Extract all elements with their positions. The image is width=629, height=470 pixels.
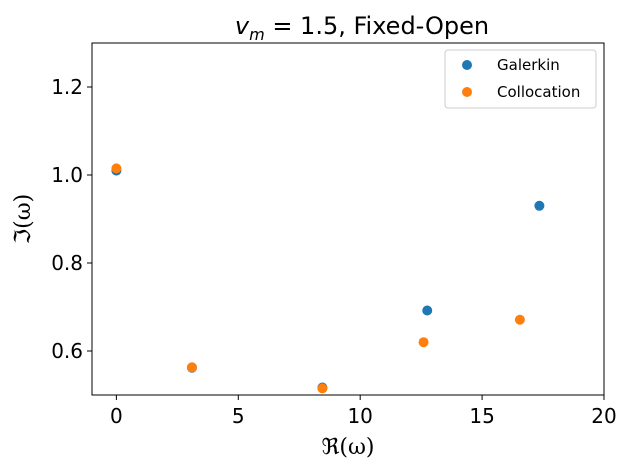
x-tick-label: 15 bbox=[469, 404, 494, 428]
legend: Galerkin Collocation bbox=[444, 49, 597, 109]
x-tick-label: 10 bbox=[347, 404, 372, 428]
data-points bbox=[111, 163, 545, 394]
legend-label-collocation: Collocation bbox=[497, 83, 580, 101]
point-collocation bbox=[514, 314, 525, 325]
x-tick-label: 0 bbox=[110, 404, 123, 428]
x-tick-label: 20 bbox=[591, 404, 616, 428]
chart-title-rest: = 1.5, Fixed-Open bbox=[265, 12, 489, 40]
y-tick-label: 1.2 bbox=[51, 75, 83, 99]
legend-marker-galerkin bbox=[462, 60, 472, 70]
y-tick-label: 1.0 bbox=[51, 163, 83, 187]
point-collocation bbox=[418, 337, 429, 348]
x-axis-label: ℜ(ω) bbox=[321, 435, 374, 460]
y-tick-label: 0.6 bbox=[51, 339, 83, 363]
x-axis: 0 5 10 15 20 bbox=[110, 395, 617, 428]
legend-label-galerkin: Galerkin bbox=[497, 56, 560, 74]
legend-marker-collocation bbox=[462, 87, 472, 97]
point-collocation bbox=[111, 163, 122, 174]
y-tick-label: 0.8 bbox=[51, 251, 83, 275]
point-galerkin bbox=[422, 305, 433, 316]
chart-title-variable: v bbox=[235, 12, 250, 40]
chart-title-subscript: m bbox=[249, 25, 265, 44]
point-collocation bbox=[186, 362, 197, 373]
y-axis: 0.6 0.8 1.0 1.2 bbox=[51, 75, 92, 363]
chart-title: vm = 1.5, Fixed-Open bbox=[235, 12, 489, 44]
point-galerkin bbox=[534, 200, 545, 211]
legend-box bbox=[444, 49, 597, 109]
point-collocation bbox=[317, 383, 328, 394]
y-axis-label: ℑ(ω) bbox=[11, 194, 36, 244]
x-tick-label: 5 bbox=[232, 404, 245, 428]
